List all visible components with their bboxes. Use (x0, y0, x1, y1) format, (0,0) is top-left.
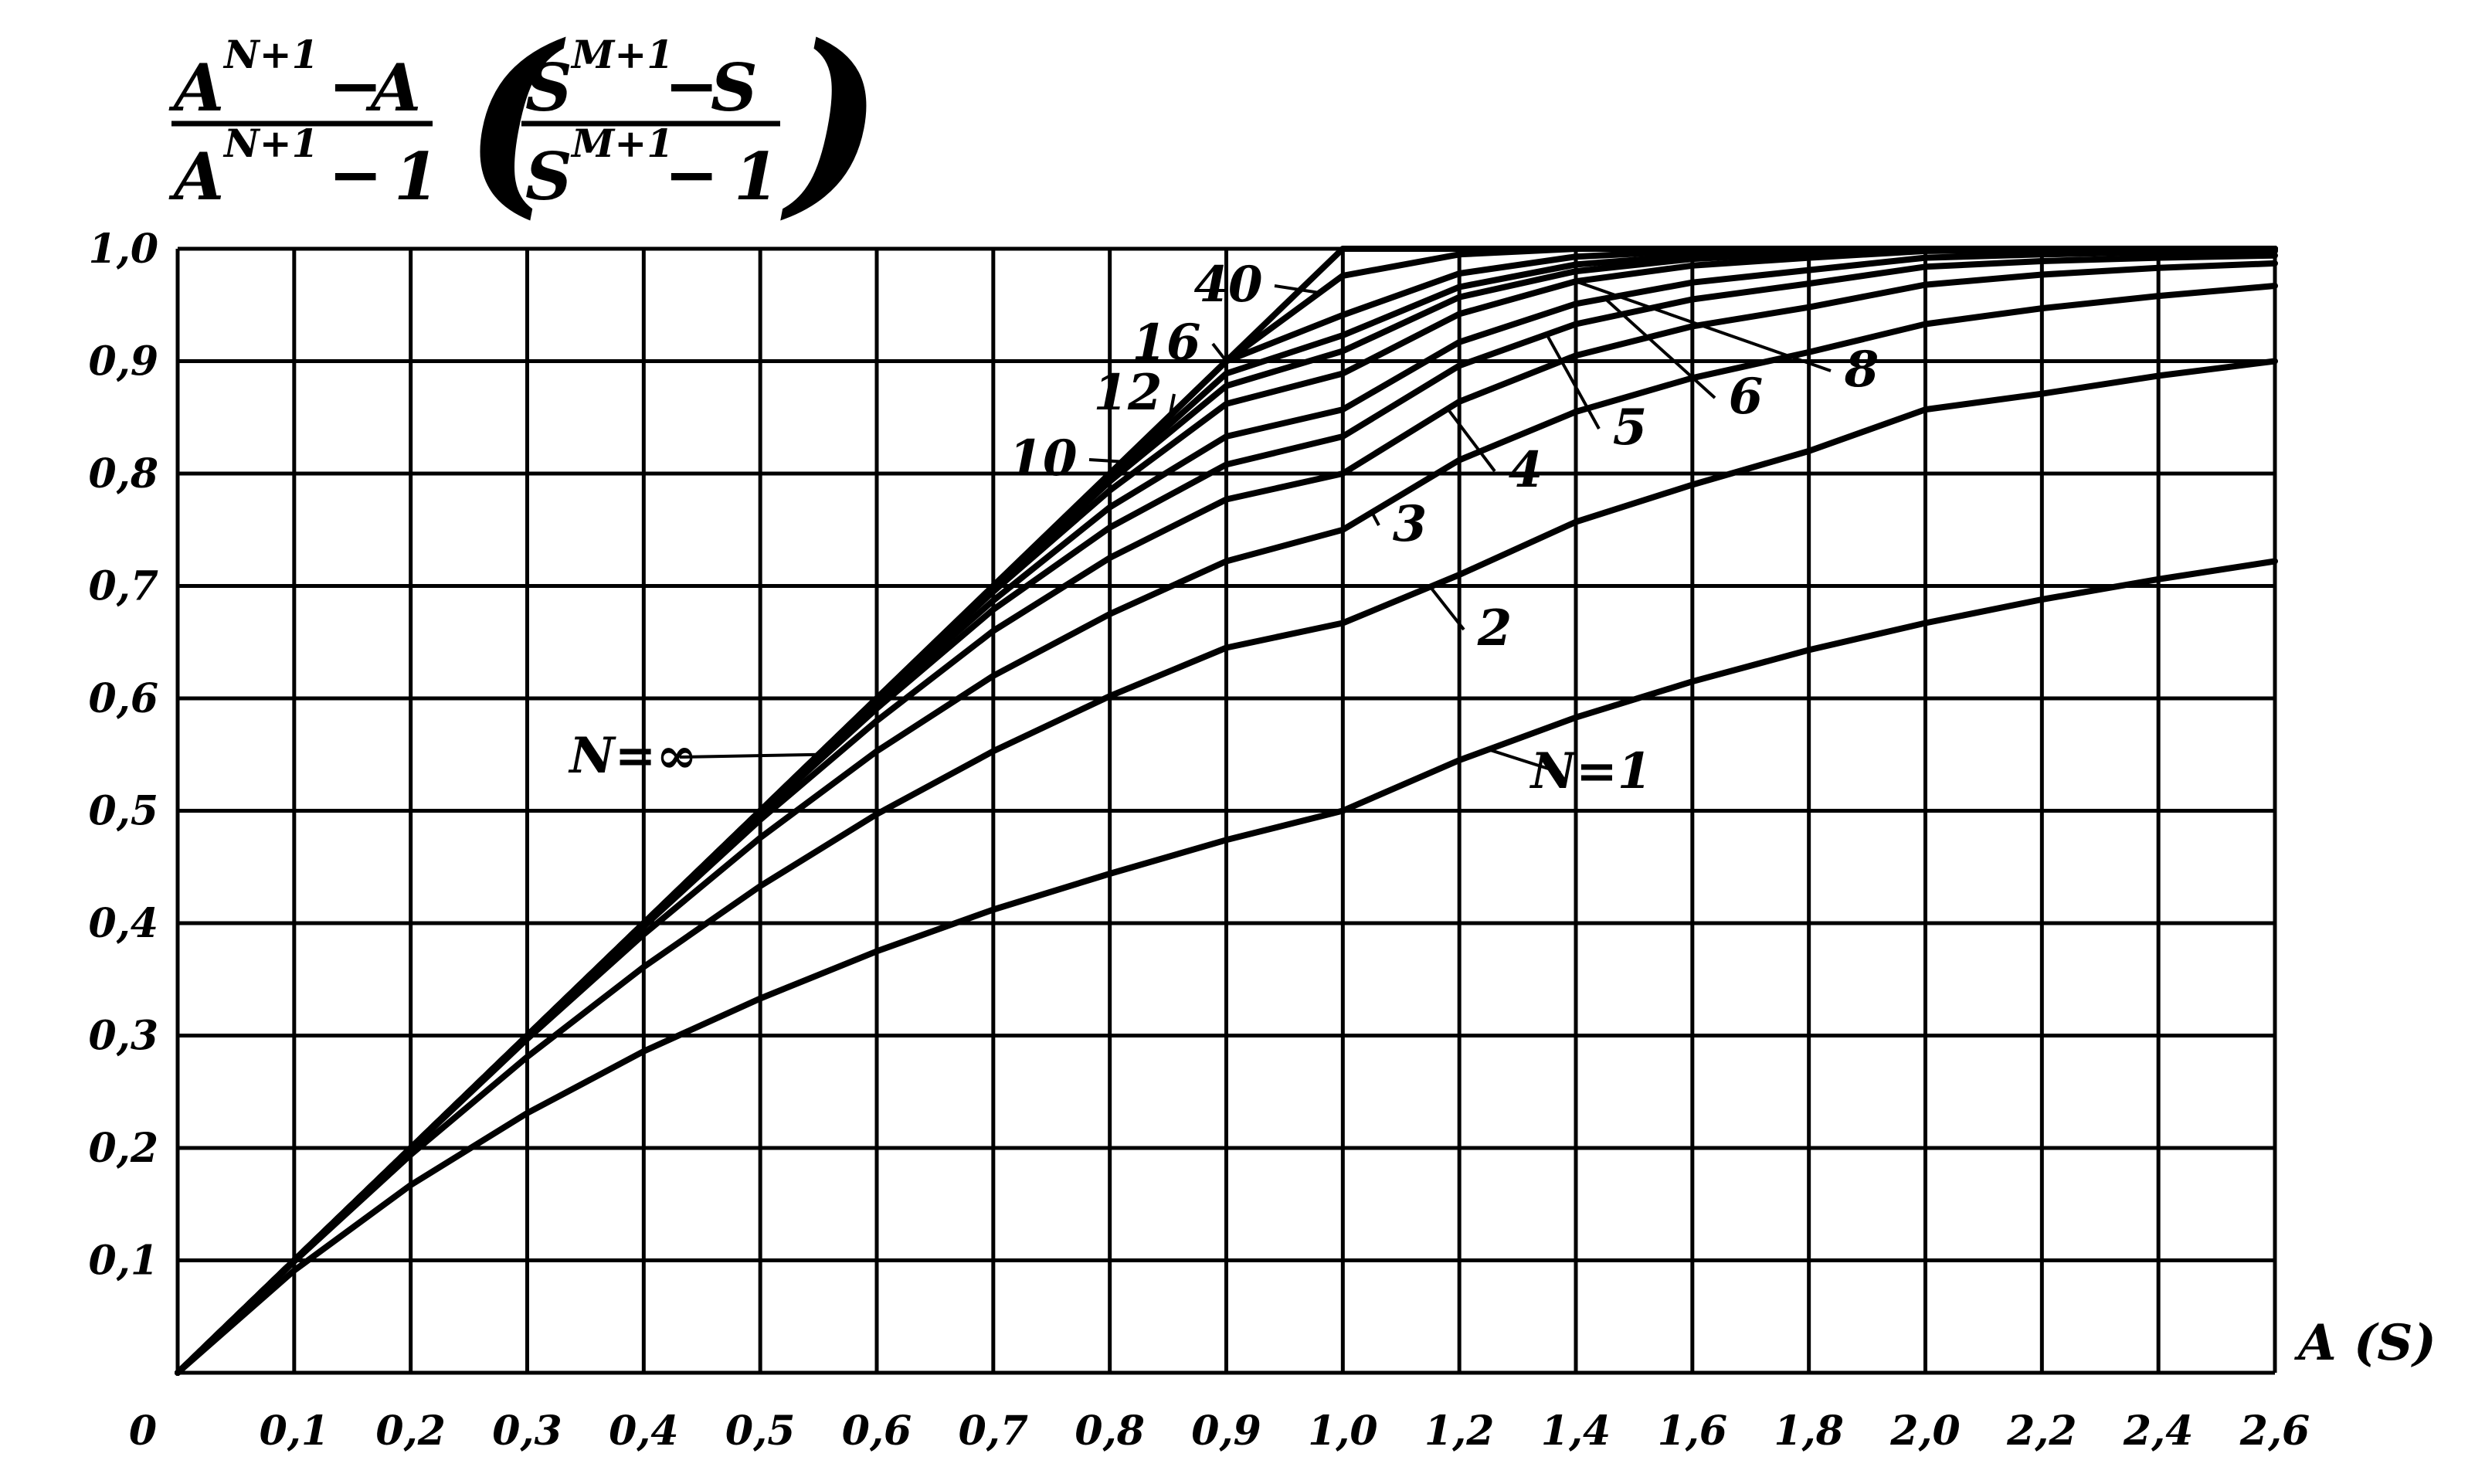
x-tick-label: 1,0 (1308, 1408, 1377, 1455)
x-tick-label: 1,6 (1658, 1408, 1727, 1455)
series-line-2 (175, 358, 2278, 1376)
ylabel-left-paren: ( (463, 2, 567, 237)
x-tick-label: 2,0 (1889, 1408, 1960, 1455)
x-tick-label: 0,3 (492, 1408, 562, 1455)
leader-line (1211, 342, 1228, 362)
ylabel-num-exp: N+1 (222, 32, 318, 77)
grid (175, 246, 2277, 1375)
leader-line (679, 752, 819, 759)
ylabel-alt-den-exp: M+1 (570, 121, 674, 166)
curve-label: 10 (1008, 430, 1077, 487)
y-tick-label: 0,1 (89, 1238, 158, 1285)
ylabel-num-minus: − (328, 47, 382, 124)
y-tick-label: 0,6 (89, 675, 158, 722)
ylabel-den-one: 1 (394, 138, 439, 215)
ylabel-alt-num-S: S (525, 49, 572, 126)
ylabel-den-exp: N+1 (222, 121, 318, 166)
curve-label: 3 (1393, 495, 1428, 553)
tick-labels: 0 0,1 0,2 0,3 0,4 0,5 0,6 0,7 0,8 0,9 1,0 1,2 1,4 1,6… (89, 226, 2310, 1455)
ylabel-alt-num-minus: − (664, 47, 718, 124)
ylabel-alt-num-S2: S (711, 49, 758, 126)
x-tick-label: 2,2 (2006, 1408, 2076, 1455)
curve-label: 8 (1844, 341, 1879, 399)
curve-label: 40 (1193, 256, 1262, 314)
x-tick-label: 1,4 (1541, 1408, 1611, 1455)
leader-line (1166, 393, 1176, 426)
x-tick-label: 0,4 (609, 1408, 678, 1455)
leader-line (1545, 333, 1601, 430)
y-tick-label: 0,8 (89, 450, 158, 497)
leader-line (1088, 458, 1133, 464)
curve-label: N=∞ (568, 727, 697, 785)
x-tick-label: 0,7 (959, 1408, 1028, 1455)
x-tick-label: 0,5 (725, 1408, 795, 1455)
x-tick-label: 2,6 (2239, 1408, 2310, 1455)
leader-line (1370, 511, 1380, 526)
ylabel-right-paren: ) (779, 2, 883, 237)
leader-line (1274, 284, 1320, 295)
y-tick-label: 1,0 (89, 226, 158, 273)
curve-label: 5 (1613, 399, 1648, 457)
y-tick-label: 0,5 (89, 788, 158, 835)
x-axis-label: A (S) (2294, 1314, 2436, 1372)
y-tick-label: 0,2 (89, 1125, 158, 1172)
leader-line (1488, 748, 1561, 774)
curve-label: 2 (1477, 599, 1512, 657)
x-tick-label: 2,4 (2123, 1408, 2193, 1455)
x-tick-label: 0,6 (842, 1408, 912, 1455)
x-tick-label: 1,2 (1424, 1408, 1494, 1455)
leader-line (1575, 280, 1832, 372)
x-tick-label: 0,1 (260, 1408, 329, 1455)
curve-label: 12 (1093, 364, 1162, 422)
x-tick-label: 0,2 (375, 1408, 445, 1455)
y-tick-label: 0,3 (89, 1013, 158, 1060)
leader-line (1446, 407, 1496, 473)
ylabel-alt-den-one: 1 (734, 138, 779, 215)
series-line-N=1 (175, 558, 2278, 1376)
ylabel-alt-den-minus: − (664, 136, 718, 212)
x-tick-label: 0,9 (1191, 1408, 1261, 1455)
ylabel-den-minus: − (328, 136, 382, 212)
leader-line (1604, 297, 1716, 399)
x-tick-label: 0 (129, 1408, 157, 1455)
ylabel-den-A: A (168, 138, 224, 215)
x-tick-label: 0,8 (1075, 1408, 1144, 1455)
curve-label: 16 (1132, 314, 1200, 372)
ylabel-alt-den-S: S (525, 138, 572, 215)
curve-label: 6 (1729, 368, 1764, 426)
x-tick-label: 1,8 (1774, 1408, 1843, 1455)
curve-label: N=1 (1529, 742, 1652, 800)
y-tick-label: 0,4 (89, 900, 158, 947)
curve-label: 4 (1509, 441, 1543, 499)
ylabel-num-A: A (168, 49, 224, 126)
ylabel-alt-num-exp: M+1 (570, 32, 674, 77)
leader-line (1428, 586, 1465, 631)
y-tick-label: 0,9 (89, 338, 158, 385)
ylabel-num-A2: A (365, 49, 421, 126)
y-tick-label: 0,7 (89, 563, 158, 610)
y-axis-label: A N+1 − A A N+1 − 1 ( S M+1 − S S M+1 − … (168, 2, 883, 237)
